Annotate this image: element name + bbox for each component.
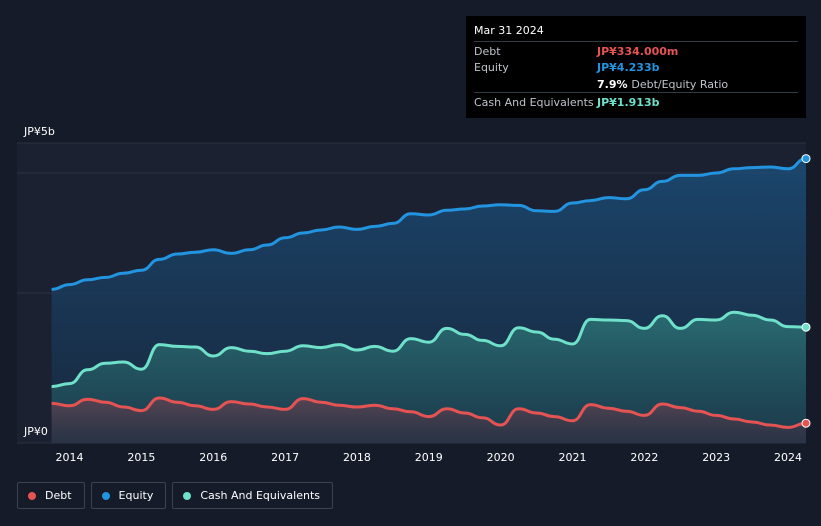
- tooltip-cash-row: Cash And Equivalents JP¥1.913b: [474, 92, 798, 110]
- tooltip-debt-row: Debt JP¥334.000m: [474, 41, 798, 59]
- tooltip-equity-row: Equity JP¥4.233b: [474, 58, 798, 75]
- legend-cash-button[interactable]: Cash And Equivalents: [172, 482, 333, 509]
- debt-line: [51, 396, 807, 429]
- x-tick-label-2016: 2016: [199, 451, 227, 464]
- tooltip-debt-label: Debt: [474, 45, 501, 58]
- x-tick-label-2015: 2015: [127, 451, 155, 464]
- x-tick-label-2021: 2021: [558, 451, 586, 464]
- tooltip-ratio-value: 7.9%: [597, 78, 628, 91]
- tooltip-date: Mar 31 2024: [474, 24, 544, 37]
- x-tick-label-2020: 2020: [487, 451, 515, 464]
- tooltip-equity-value: JP¥4.233b: [597, 61, 660, 74]
- legend: Debt Equity Cash And Equivalents: [17, 482, 339, 509]
- tooltip-debt-value: JP¥334.000m: [597, 45, 679, 58]
- tooltip-ratio-row: 7.9% Debt/Equity Ratio: [474, 75, 798, 92]
- legend-equity-label: Equity: [118, 489, 154, 502]
- tooltip-ratio-label: Debt/Equity Ratio: [631, 78, 729, 91]
- tooltip-equity-label: Equity: [474, 61, 509, 74]
- cash-dot-icon: [183, 491, 192, 500]
- debt-dot-icon: [28, 491, 36, 500]
- debt-area: [51, 398, 807, 443]
- x-tick-label-2022: 2022: [630, 451, 658, 464]
- equity-dot-icon: [101, 491, 110, 500]
- x-tick-label-2019: 2019: [415, 451, 443, 464]
- x-tick-label-2014: 2014: [56, 451, 84, 464]
- x-tick-label-2023: 2023: [702, 451, 730, 464]
- equity-end-marker: [801, 154, 811, 164]
- legend-equity-button[interactable]: Equity: [90, 482, 167, 509]
- cash-line: [51, 310, 807, 389]
- y-tick-label-1: JP¥5b: [23, 125, 55, 138]
- x-tick-label-2024: 2024: [774, 451, 802, 464]
- legend-debt-button[interactable]: Debt: [17, 482, 85, 509]
- debt-end-marker: [801, 418, 811, 428]
- x-tick-label-2018: 2018: [343, 451, 371, 464]
- cash-end-marker: [801, 322, 811, 332]
- tooltip: Mar 31 2024 Debt JP¥334.000m Equity JP¥4…: [466, 16, 806, 118]
- equity-line: [51, 157, 807, 291]
- tooltip-cash-label: Cash And Equivalents: [474, 96, 594, 109]
- legend-cash-label: Cash And Equivalents: [200, 489, 320, 502]
- legend-debt-label: Debt: [45, 489, 72, 502]
- y-tick-label-0: JP¥0: [23, 425, 48, 438]
- x-tick-label-2017: 2017: [271, 451, 299, 464]
- tooltip-cash-value: JP¥1.913b: [597, 96, 660, 109]
